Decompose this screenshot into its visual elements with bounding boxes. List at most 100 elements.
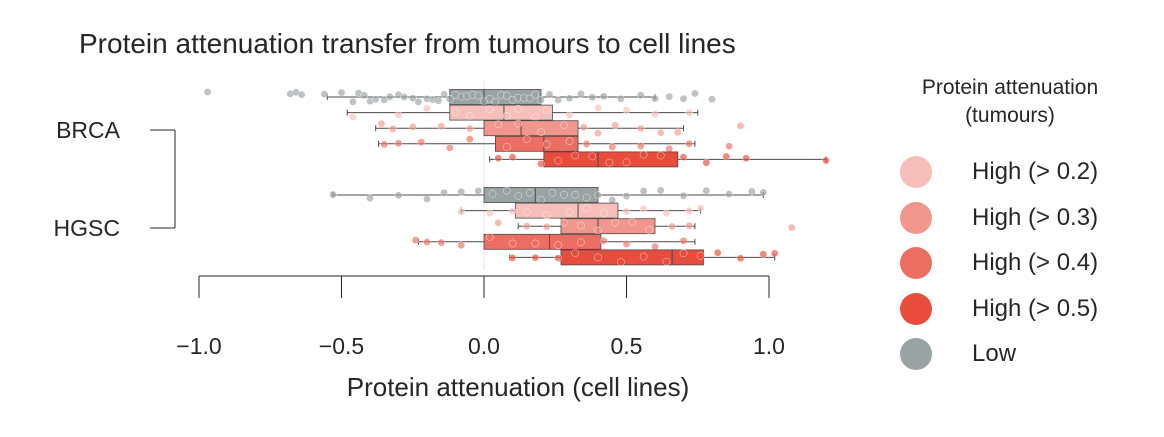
- data-point: [548, 189, 557, 197]
- data-point: [594, 226, 602, 235]
- x-tick-label: 1.0: [753, 333, 785, 359]
- data-point: [571, 249, 580, 257]
- data-point: [465, 112, 474, 120]
- data-point: [665, 144, 674, 153]
- data-point: [622, 106, 631, 114]
- legend: Protein attenuation (tumours) High (> 0.…: [860, 74, 1160, 370]
- data-point: [622, 207, 631, 216]
- data-point: [371, 95, 380, 104]
- series-hgsc-high-0-2: [457, 202, 705, 220]
- series-brca-high-0-4: [378, 135, 733, 153]
- data-point: [565, 137, 574, 145]
- data-point: [554, 96, 562, 104]
- legend-swatch: [900, 338, 932, 370]
- data-point: [537, 96, 545, 104]
- data-point: [611, 121, 619, 130]
- data-point: [599, 92, 608, 101]
- data-point: [349, 113, 357, 121]
- data-point: [502, 91, 511, 100]
- x-tick-label: 0.5: [611, 333, 643, 359]
- data-point: [437, 238, 446, 247]
- data-point: [560, 190, 568, 199]
- data-point: [639, 205, 648, 213]
- data-point: [579, 123, 588, 132]
- data-point: [639, 150, 648, 159]
- data-point: [394, 139, 403, 148]
- data-point: [651, 242, 659, 251]
- data-point: [668, 222, 676, 231]
- data-point: [565, 208, 574, 217]
- data-point: [702, 186, 711, 195]
- data-point: [636, 124, 645, 133]
- data-point: [605, 158, 614, 167]
- data-point: [645, 226, 654, 234]
- data-point: [788, 223, 796, 232]
- data-point: [608, 196, 617, 204]
- series-layer: [203, 88, 830, 266]
- x-tick-label: 0.0: [468, 333, 500, 359]
- data-point: [508, 253, 517, 262]
- data-point: [320, 90, 329, 98]
- data-point: [445, 95, 454, 103]
- legend-label: High (> 0.2): [972, 158, 1099, 185]
- data-point: [488, 189, 497, 198]
- data-point: [522, 135, 531, 143]
- data-point: [685, 207, 694, 215]
- data-point: [525, 188, 534, 197]
- data-point: [594, 103, 602, 112]
- data-point: [465, 135, 474, 143]
- data-point: [502, 143, 511, 151]
- data-point: [537, 196, 545, 204]
- data-point: [531, 90, 540, 99]
- data-point: [560, 218, 568, 227]
- data-point: [691, 89, 699, 98]
- data-point: [554, 156, 562, 165]
- data-point: [582, 204, 591, 212]
- legend-swatch: [900, 247, 932, 279]
- box: [560, 218, 656, 235]
- legend-swatch: [900, 292, 932, 325]
- data-point: [457, 241, 466, 250]
- data-point: [394, 191, 403, 200]
- data-point: [565, 111, 574, 120]
- data-point: [656, 186, 665, 195]
- data-point: [622, 158, 631, 167]
- data-point: [531, 113, 540, 122]
- data-point: [542, 211, 551, 220]
- data-point: [770, 249, 779, 258]
- data-point: [485, 105, 494, 113]
- data-point: [577, 238, 585, 247]
- group-bracket-layer: BRCA HGSC: [54, 117, 176, 241]
- data-point: [662, 209, 671, 218]
- data-point: [656, 128, 665, 137]
- data-point: [722, 152, 731, 161]
- group-label-hgsc: HGSC: [54, 215, 120, 241]
- data-point: [685, 139, 694, 148]
- data-point: [508, 239, 517, 248]
- data-point: [622, 192, 631, 200]
- data-point: [437, 122, 446, 130]
- series-brca-high-0-3: [375, 119, 745, 137]
- data-point: [525, 94, 534, 103]
- data-point: [542, 140, 551, 149]
- data-point: [485, 233, 494, 241]
- data-point: [423, 238, 431, 246]
- data-point: [423, 104, 431, 113]
- data-point: [679, 249, 688, 257]
- data-point: [554, 254, 562, 262]
- legend-swatch: [900, 201, 932, 234]
- x-tick-label: −0.5: [319, 333, 364, 359]
- data-point: [394, 111, 403, 119]
- data-point: [423, 195, 431, 203]
- series-hgsc-low: [329, 186, 768, 204]
- data-point: [656, 151, 665, 160]
- data-point: [537, 160, 545, 168]
- data-point: [408, 94, 417, 102]
- data-point: [594, 191, 602, 200]
- data-point: [386, 92, 394, 101]
- data-point: [203, 88, 212, 96]
- data-point: [434, 96, 443, 105]
- data-point: [502, 186, 511, 195]
- data-point: [522, 208, 531, 217]
